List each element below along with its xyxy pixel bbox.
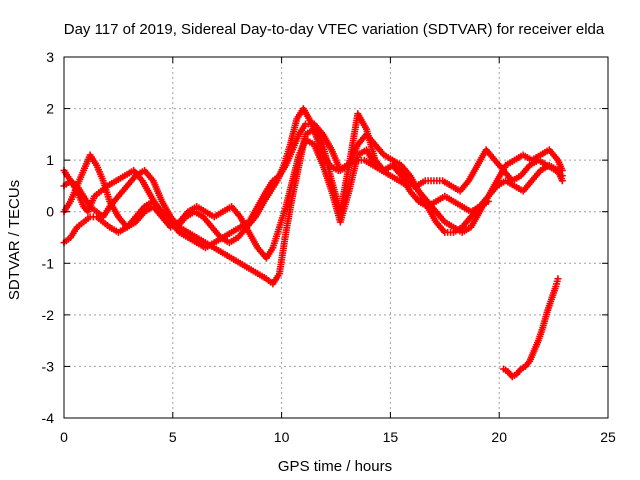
x-tick-label: 15	[383, 429, 399, 445]
data-point	[484, 197, 492, 205]
data-point	[554, 275, 562, 283]
y-tick-label: -4	[42, 410, 55, 426]
y-tick-label: -1	[42, 255, 55, 271]
chart-title: Day 117 of 2019, Sidereal Day-to-day VTE…	[64, 21, 605, 38]
axis-ticks: 0 5 10 15 20 25 -4 -3 -2 -1 0 1 2 3	[42, 49, 616, 445]
y-tick-label: 3	[46, 49, 54, 65]
y-tick-label: 2	[46, 101, 54, 117]
x-tick-label: 20	[491, 429, 507, 445]
x-tick-label: 10	[274, 429, 290, 445]
y-tick-label: 0	[46, 204, 54, 220]
plot-frame	[63, 56, 609, 419]
y-tick-label: -2	[42, 307, 55, 323]
x-axis-label: GPS time / hours	[278, 458, 392, 475]
y-tick-label: -3	[42, 358, 55, 374]
data-point	[558, 177, 566, 185]
y-tick-label: 1	[46, 152, 54, 168]
y-axis-label: SDTVAR / TECUs	[6, 180, 23, 300]
x-tick-label: 0	[60, 429, 68, 445]
data-points	[60, 105, 566, 381]
x-tick-label: 5	[169, 429, 177, 445]
x-tick-label: 25	[600, 429, 616, 445]
